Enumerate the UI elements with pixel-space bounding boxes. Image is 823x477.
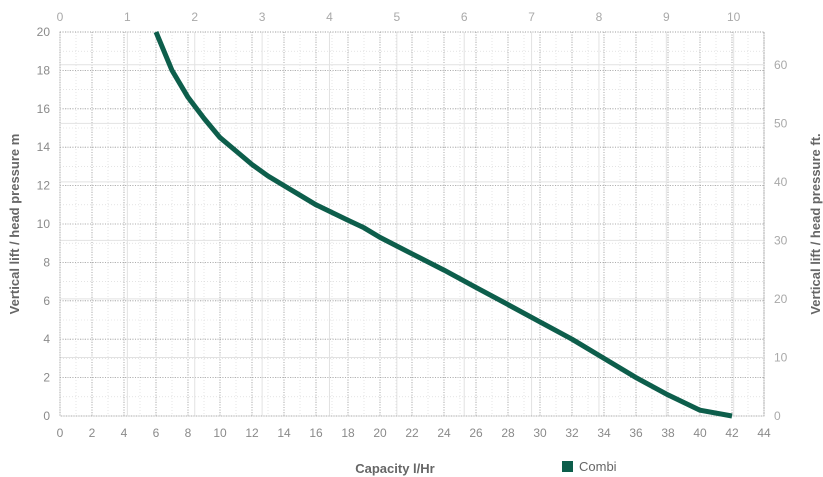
y2-axis-title: Vertical lift / head pressure ft. bbox=[808, 133, 823, 314]
y-tick-label: 0 bbox=[43, 409, 50, 423]
x-tick-label: 16 bbox=[309, 426, 323, 440]
y-tick-label: 6 bbox=[43, 294, 50, 308]
x-tick-label: 24 bbox=[437, 426, 451, 440]
y-tick-label: 8 bbox=[43, 255, 50, 269]
x-tick-label: 14 bbox=[277, 426, 291, 440]
x-tick-label: 10 bbox=[213, 426, 227, 440]
y2-tick-label: 0 bbox=[774, 409, 781, 423]
y-tick-label: 18 bbox=[37, 63, 51, 77]
ticks: 0 2 4 6 8 10 12 14 16 18 20 22 24 26 28 30 32 34 36 38 40 42 4… bbox=[37, 10, 788, 440]
y-tick-label: 4 bbox=[43, 332, 50, 346]
y-tick-label: 10 bbox=[37, 217, 51, 231]
x-tick-label: 18 bbox=[341, 426, 355, 440]
x-tick-label: 30 bbox=[533, 426, 547, 440]
y2-tick-label: 10 bbox=[774, 350, 788, 364]
x2-tick-label: 7 bbox=[528, 10, 535, 24]
x-tick-label: 8 bbox=[185, 426, 192, 440]
y-tick-label: 2 bbox=[43, 371, 50, 385]
x2-tick-label: 4 bbox=[326, 10, 333, 24]
x2-tick-label: 0 bbox=[57, 10, 64, 24]
y2-tick-label: 20 bbox=[774, 292, 788, 306]
x2-tick-label: 1 bbox=[124, 10, 131, 24]
x2-tick-label: 8 bbox=[596, 10, 603, 24]
x2-tick-label: 5 bbox=[393, 10, 400, 24]
x-tick-label: 2 bbox=[89, 426, 96, 440]
x-tick-label: 40 bbox=[693, 426, 707, 440]
y2-tick-label: 40 bbox=[774, 175, 788, 189]
x-tick-label: 34 bbox=[597, 426, 611, 440]
x-tick-label: 20 bbox=[373, 426, 387, 440]
x-tick-label: 36 bbox=[629, 426, 643, 440]
x-tick-label: 0 bbox=[57, 426, 64, 440]
y-tick-label: 12 bbox=[37, 179, 51, 193]
x-tick-label: 28 bbox=[501, 426, 515, 440]
plot-frame bbox=[59, 31, 765, 417]
y2-tick-label: 60 bbox=[774, 58, 788, 72]
series-line-combi bbox=[153, 31, 733, 419]
x-tick-label: 22 bbox=[405, 426, 419, 440]
legend: Combi bbox=[562, 459, 617, 474]
y2-tick-label: 30 bbox=[774, 233, 788, 247]
x-tick-label: 32 bbox=[565, 426, 579, 440]
x-tick-label: 12 bbox=[245, 426, 259, 440]
y-tick-label: 16 bbox=[37, 102, 51, 116]
plot-border bbox=[59, 31, 765, 417]
x-tick-label: 42 bbox=[725, 426, 739, 440]
series-layer bbox=[153, 31, 733, 419]
grid bbox=[59, 31, 765, 417]
x2-tick-label: 3 bbox=[259, 10, 266, 24]
y-axis-title: Vertical lift / head pressure m bbox=[7, 134, 22, 315]
y-tick-label: 14 bbox=[37, 140, 51, 154]
x2-tick-label: 10 bbox=[727, 10, 741, 24]
y-tick-label: 20 bbox=[37, 25, 51, 39]
x-tick-label: 6 bbox=[153, 426, 160, 440]
x-axis-title: Capacity l/Hr bbox=[355, 461, 434, 476]
x-tick-label: 44 bbox=[757, 426, 771, 440]
y2-tick-label: 50 bbox=[774, 116, 788, 130]
x-tick-label: 4 bbox=[121, 426, 128, 440]
x2-tick-label: 6 bbox=[461, 10, 468, 24]
x2-tick-label: 9 bbox=[663, 10, 670, 24]
x-tick-label: 38 bbox=[661, 426, 675, 440]
legend-swatch-combi bbox=[562, 461, 573, 472]
x2-tick-label: 2 bbox=[191, 10, 198, 24]
x-tick-label: 26 bbox=[469, 426, 483, 440]
legend-label-combi: Combi bbox=[579, 459, 617, 474]
